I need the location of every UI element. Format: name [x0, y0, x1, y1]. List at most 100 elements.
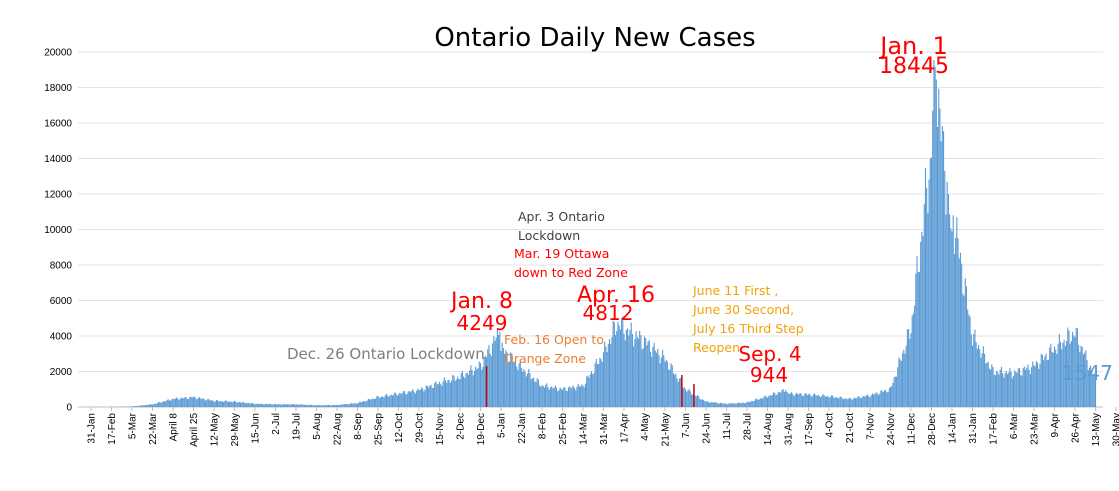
bar [313, 405, 315, 407]
bar [451, 380, 453, 407]
bar [1040, 353, 1042, 407]
bar [153, 404, 155, 407]
bar [921, 231, 923, 407]
bar [464, 378, 466, 407]
bar [985, 363, 987, 407]
x-tick-label: 19-Jul [292, 413, 303, 440]
bar [730, 403, 732, 407]
bar [602, 352, 605, 407]
bar [499, 331, 501, 407]
bar [908, 329, 910, 407]
bar [564, 387, 566, 407]
bar [915, 273, 917, 407]
bar [868, 396, 870, 407]
bar [558, 390, 560, 407]
bar [221, 401, 223, 407]
bar [926, 187, 928, 407]
bar [924, 167, 927, 407]
bar [1027, 364, 1029, 407]
bar [1076, 328, 1078, 407]
bar [337, 404, 339, 407]
bar [541, 385, 543, 407]
x-tick-label: 31-Mar [599, 412, 610, 444]
bar [1088, 367, 1091, 407]
bar [514, 359, 517, 407]
bar [776, 394, 778, 407]
bar [328, 404, 330, 407]
bar [205, 400, 207, 407]
bar [715, 402, 717, 407]
bar [224, 400, 226, 407]
bar [625, 329, 627, 407]
x-tick-label: 29-May [230, 413, 241, 446]
bar [810, 395, 812, 407]
bar [709, 402, 711, 407]
bar [986, 362, 988, 407]
bar [139, 405, 141, 407]
bar [1021, 375, 1023, 407]
bar [476, 369, 478, 407]
bar [951, 231, 953, 407]
bar [287, 404, 289, 407]
bar [990, 369, 992, 407]
bar [360, 402, 362, 407]
bar [1014, 370, 1016, 407]
bar [529, 373, 531, 407]
bar [249, 403, 251, 407]
bar [402, 391, 404, 407]
bar [1045, 353, 1047, 407]
bar [335, 405, 337, 407]
bar [168, 400, 170, 407]
bar [296, 404, 298, 407]
bar [846, 399, 848, 407]
bar [1029, 374, 1031, 407]
bar [905, 345, 907, 407]
bar [999, 369, 1001, 407]
bar [248, 403, 250, 407]
bar [397, 394, 400, 407]
bar [1080, 345, 1082, 407]
bar [395, 393, 397, 407]
bar [173, 399, 175, 407]
x-tick-label: 2-Dec [456, 413, 467, 440]
bar [1033, 365, 1035, 407]
bar [877, 395, 879, 407]
bar [865, 395, 867, 407]
bar [642, 348, 644, 407]
bar [639, 330, 641, 407]
bar [157, 402, 160, 407]
bar [448, 379, 450, 407]
x-tick-label: 22-Jan [517, 413, 528, 444]
bar [487, 349, 489, 407]
bar [856, 398, 858, 407]
bar [841, 398, 843, 407]
bar [719, 402, 722, 407]
bar [254, 404, 256, 407]
bar [143, 405, 145, 407]
bar [1081, 347, 1083, 407]
bar [764, 395, 766, 407]
bar [524, 371, 526, 407]
bar [478, 361, 480, 407]
bar [893, 377, 895, 407]
bar [346, 404, 348, 407]
bar [675, 373, 677, 407]
bar [729, 403, 731, 407]
bar [150, 404, 152, 407]
bar [653, 342, 655, 407]
bar [867, 394, 869, 407]
bar [213, 401, 215, 407]
bar [551, 386, 553, 407]
x-tick-label: 5-Aug [312, 413, 323, 440]
annotation-mar19-line2: down to Red Zone [514, 265, 628, 280]
bar [1043, 360, 1045, 407]
bar [991, 364, 993, 407]
bar [171, 399, 173, 407]
bar [268, 404, 271, 407]
bar [539, 385, 541, 407]
bar [1035, 361, 1037, 407]
bar [391, 395, 394, 407]
bar [547, 387, 549, 407]
bar [1026, 367, 1028, 407]
bar [1049, 347, 1051, 407]
